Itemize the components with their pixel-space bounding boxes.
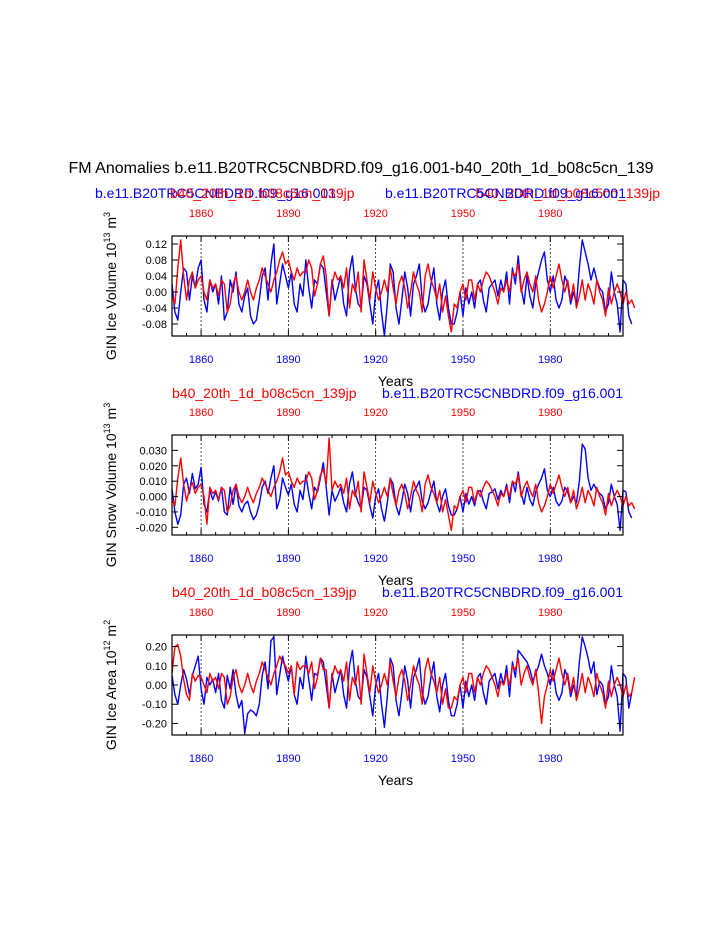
x-tick-label-bottom: 1950 bbox=[451, 553, 475, 565]
x-tick-label-top: 1950 bbox=[451, 607, 475, 619]
x-tick-label-top: 1860 bbox=[189, 407, 213, 419]
x-tick-label-top: 1980 bbox=[538, 208, 562, 220]
x-tick-label-top: 1920 bbox=[363, 607, 387, 619]
x-tick-label-bottom: 1890 bbox=[276, 753, 300, 765]
right-title: b40_20th_1d_b08c5cn_139jp bbox=[475, 185, 660, 201]
right-title: b.e11.B20TRC5CNBDRD.f09_g16.001 bbox=[382, 584, 623, 600]
x-axis-label: Years bbox=[378, 772, 413, 788]
x-tick-label-top: 1860 bbox=[189, 607, 213, 619]
y-tick-label: 0.030 bbox=[139, 445, 167, 457]
x-tick-label-bottom: 1950 bbox=[451, 753, 475, 765]
y-tick-label: 0.12 bbox=[146, 239, 167, 251]
y-label-unit: m bbox=[103, 408, 119, 424]
series-line-blue bbox=[171, 239, 633, 337]
y-label-unit-exp: 3 bbox=[102, 212, 112, 217]
y-axis-label: GIN Ice Area 1012 m2 bbox=[102, 620, 119, 750]
y-label-exp: 12 bbox=[102, 640, 112, 650]
y-label-main: GIN Ice Volume 10 bbox=[103, 242, 119, 360]
panel-1: 1860 1860 1890 1890 1920 1920 1950 1950 1980 1980… bbox=[95, 185, 660, 389]
y-tick-label: 0.020 bbox=[139, 461, 167, 473]
x-tick-label-bottom: 1980 bbox=[538, 553, 562, 565]
left-title: b40_20th_1d_b08c5cn_139jp bbox=[172, 584, 357, 600]
y-tick-label: -0.010 bbox=[136, 507, 167, 519]
y-label-unit: m bbox=[103, 625, 119, 641]
x-tick-label-top: 1950 bbox=[451, 407, 475, 419]
y-label-unit-exp: 3 bbox=[102, 403, 112, 408]
x-tick-label-top: 1890 bbox=[276, 407, 300, 419]
panels: 1860 1860 1890 1890 1920 1920 1950 1950 1980 1980… bbox=[95, 185, 660, 788]
x-tick-label-bottom: 1920 bbox=[363, 354, 387, 366]
y-tick-label: 0.10 bbox=[146, 661, 167, 673]
x-tick-label-top: 1890 bbox=[276, 208, 300, 220]
series-line-red bbox=[171, 643, 636, 725]
y-label-exp: 13 bbox=[102, 233, 112, 243]
figure-title: FM Anomalies b.e11.B20TRC5CNBDRD.f09_g16… bbox=[69, 160, 654, 177]
y-tick-label: -0.08 bbox=[142, 319, 167, 331]
left-title: b.e11.B20TRC5CNBDRD.f09_g16.001 bbox=[95, 185, 336, 201]
x-tick-label-top: 1980 bbox=[538, 607, 562, 619]
x-tick-label-bottom: 1860 bbox=[189, 553, 213, 565]
panel-3: 1860 1860 1890 1890 1920 1920 1950 1950 1980 1980… bbox=[102, 584, 636, 788]
y-label-main: GIN Snow Volume 10 bbox=[103, 433, 119, 567]
overlay-title-red: b40_20th_1d_b08c5cn_139jp bbox=[170, 185, 355, 201]
series-line-blue bbox=[171, 636, 633, 734]
x-tick-label-bottom: 1920 bbox=[363, 753, 387, 765]
x-tick-label-bottom: 1860 bbox=[189, 354, 213, 366]
y-axis-label: GIN Ice Volume 1013 m3 bbox=[102, 212, 119, 360]
y-tick-label: -0.10 bbox=[142, 699, 167, 711]
x-tick-label-top: 1920 bbox=[363, 407, 387, 419]
y-axis-label: GIN Snow Volume 1013 m3 bbox=[102, 403, 119, 567]
y-tick-label: 0.00 bbox=[146, 680, 167, 692]
series-line-blue bbox=[171, 443, 633, 532]
x-tick-label-bottom: 1980 bbox=[538, 753, 562, 765]
left-title: b40_20th_1d_b08c5cn_139jp bbox=[172, 385, 357, 401]
x-tick-label-top: 1980 bbox=[538, 407, 562, 419]
x-axis-label: Years bbox=[378, 572, 413, 588]
x-tick-label-bottom: 1920 bbox=[363, 553, 387, 565]
y-tick-label: -0.020 bbox=[136, 522, 167, 534]
x-tick-label-bottom: 1890 bbox=[276, 354, 300, 366]
series-line-red bbox=[171, 437, 636, 532]
x-tick-label-bottom: 1980 bbox=[538, 354, 562, 366]
y-label-unit-exp: 2 bbox=[102, 620, 112, 625]
x-tick-label-top: 1920 bbox=[363, 208, 387, 220]
y-tick-label: 0.000 bbox=[139, 492, 167, 504]
right-title: b.e11.B20TRC5CNBDRD.f09_g16.001 bbox=[382, 385, 623, 401]
overlay-title-blue: b.e11.B20TRC5CNBDRD.f09_g16.001 bbox=[385, 185, 626, 201]
y-label-main: GIN Ice Area 10 bbox=[103, 650, 119, 750]
x-tick-label-top: 1860 bbox=[189, 208, 213, 220]
x-tick-label-bottom: 1950 bbox=[451, 354, 475, 366]
plot-frame bbox=[171, 434, 624, 536]
y-tick-label: 0.010 bbox=[139, 476, 167, 488]
x-tick-label-top: 1950 bbox=[451, 208, 475, 220]
x-tick-label-top: 1890 bbox=[276, 607, 300, 619]
y-tick-label: 0.08 bbox=[146, 255, 167, 267]
plot-frame bbox=[171, 235, 624, 337]
y-label-exp: 13 bbox=[102, 423, 112, 433]
y-tick-label: -0.20 bbox=[142, 718, 167, 730]
y-tick-label: 0.04 bbox=[146, 271, 167, 283]
x-tick-label-bottom: 1860 bbox=[189, 753, 213, 765]
y-tick-label: 0.00 bbox=[146, 287, 167, 299]
x-axis-label: Years bbox=[378, 373, 413, 389]
y-tick-label: 0.20 bbox=[146, 642, 167, 654]
series-line-red bbox=[171, 239, 636, 333]
y-label-unit: m bbox=[103, 217, 119, 233]
x-tick-label-bottom: 1890 bbox=[276, 553, 300, 565]
y-tick-label: -0.04 bbox=[142, 303, 167, 315]
panel-2: 1860 1860 1890 1890 1920 1920 1950 1950 1980 1980… bbox=[102, 385, 636, 588]
